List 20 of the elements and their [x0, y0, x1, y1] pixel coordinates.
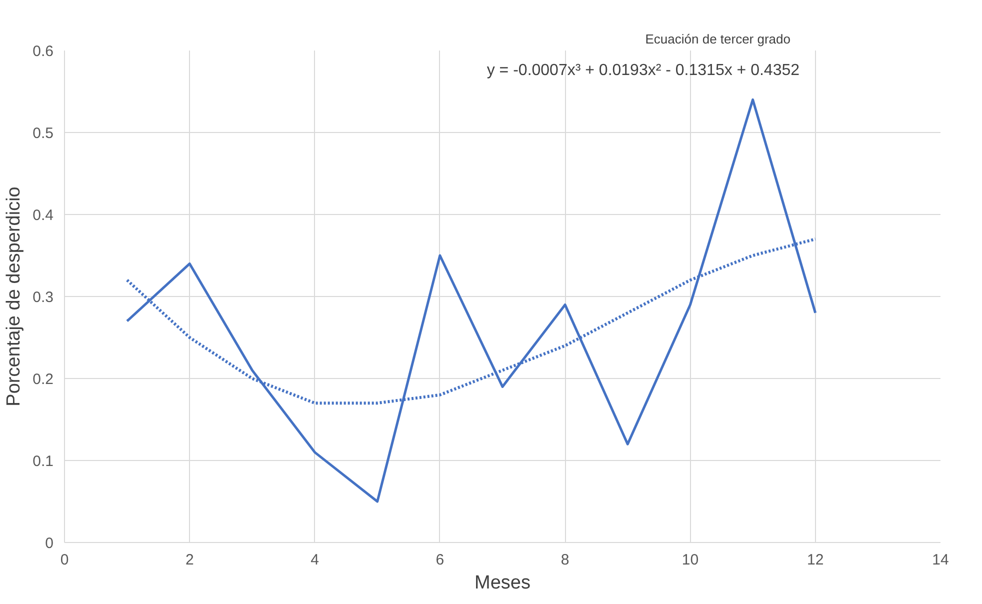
y-tick-label: 0.6: [32, 43, 54, 60]
text: Ecuación de tercer grado: [645, 32, 791, 46]
annotation: y = -0.0007x³ + 0.0193x² - 0.1315x + 0.4352: [486, 62, 800, 80]
x-tick-label: 6: [436, 552, 444, 568]
x-tick-label: 0: [60, 552, 69, 568]
y-tick-label: 0: [45, 535, 54, 552]
x-tick-label: 12: [807, 552, 824, 568]
x-tick-label: 2: [185, 552, 194, 568]
y-tick-label: 0.1: [32, 453, 54, 470]
x-axis-title: Meses: [474, 572, 530, 594]
x-tick-label: 8: [560, 552, 570, 568]
x-tick-label: 14: [932, 552, 949, 568]
y-tick-label: 0.3: [32, 289, 54, 306]
x-tick-label: 4: [310, 552, 319, 568]
y-tick-label: 0.4: [32, 207, 54, 224]
y-axis-title: Porcentaje de desperdicio: [4, 186, 25, 406]
x-tick-label: 10: [682, 552, 699, 568]
line-series: [126, 98, 817, 503]
y-tick-label: 0.2: [32, 371, 54, 388]
y-tick-label: 0.5: [32, 125, 54, 142]
